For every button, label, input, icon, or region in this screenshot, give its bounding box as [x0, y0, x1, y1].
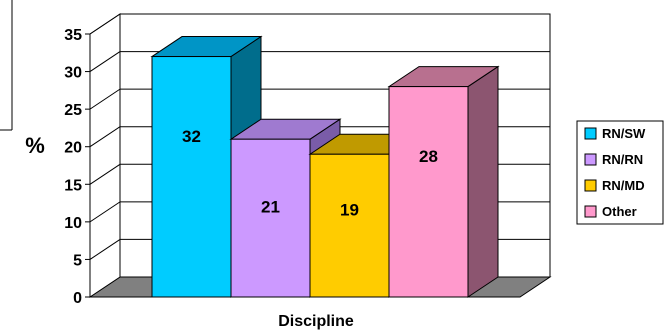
bar-side-other: [467, 65, 499, 298]
legend-swatch-rn-md: [584, 179, 597, 192]
bar-labels-group: 32 21 19 28: [182, 127, 438, 219]
legend-label-rn-sw: RN/SW: [602, 126, 646, 141]
bar-rn-rn: [230, 138, 311, 298]
bar-rn-md: [309, 153, 390, 298]
legend-label-rn-rn: RN/RN: [602, 152, 643, 167]
legend-swatch-other: [584, 205, 597, 218]
gridline-side: [89, 239, 121, 260]
bar-rn-sw: [151, 56, 232, 298]
bar-value-label-rn-md: 19: [340, 200, 359, 219]
chart-side-wall: [89, 13, 121, 298]
y-tick-label: 15: [64, 177, 82, 194]
gridline-side: [89, 13, 121, 35]
y-tick-label: 25: [64, 102, 82, 119]
y-axis-group: 0 5 10 15 20 25 30 35: [64, 27, 91, 307]
y-tick-label: 5: [73, 252, 82, 269]
legend-label-other: Other: [602, 204, 637, 219]
gridline-side: [89, 201, 121, 223]
bar-other: [388, 86, 469, 298]
bar-value-label-rn-sw: 32: [182, 127, 201, 146]
x-axis-title: Discipline: [278, 313, 354, 330]
y-tick-label: 0: [73, 290, 82, 307]
legend-label-rn-md: RN/MD: [602, 178, 645, 193]
y-axis-title: %: [25, 133, 45, 158]
bar-value-label-other: 28: [419, 147, 438, 166]
legend-swatch-rn-rn: [584, 153, 597, 166]
y-tick-label: 30: [64, 65, 82, 82]
bar-value-label-rn-rn: 21: [261, 197, 280, 216]
gridline-side: [89, 51, 121, 72]
y-tick-label: 20: [64, 140, 82, 157]
gridline-side: [89, 126, 121, 148]
bars-group: [150, 35, 500, 298]
gridline-side: [89, 88, 121, 110]
y-tick-label: 10: [64, 215, 82, 232]
gridline-side: [89, 163, 121, 185]
y-tick-label: 35: [64, 27, 82, 44]
legend: RN/SW RN/RN RN/MD Other: [576, 120, 664, 225]
legend-swatch-rn-sw: [584, 127, 597, 140]
